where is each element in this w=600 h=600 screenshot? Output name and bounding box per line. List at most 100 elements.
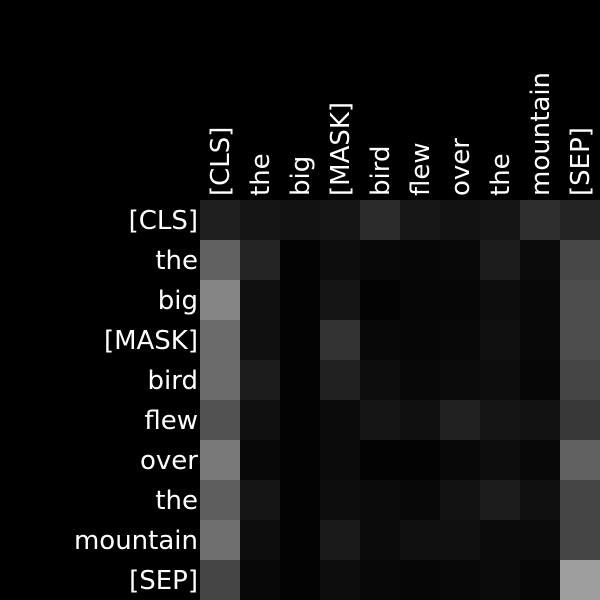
heatmap-cell-r4-c2 bbox=[280, 360, 320, 400]
heatmap-cell-r5-c8 bbox=[520, 400, 560, 440]
heatmap-cell-r7-c7 bbox=[480, 480, 520, 520]
y-axis-label-7: the bbox=[155, 486, 198, 516]
heatmap-cell-r1-c4 bbox=[360, 240, 400, 280]
x-axis-label-9: [SEP] bbox=[566, 127, 596, 196]
heatmap-cell-r4-c5 bbox=[400, 360, 440, 400]
heatmap-cell-r9-c9 bbox=[560, 560, 600, 600]
heatmap-cell-r7-c9 bbox=[560, 480, 600, 520]
heatmap-cell-r7-c4 bbox=[360, 480, 400, 520]
heatmap-cell-r2-c2 bbox=[280, 280, 320, 320]
x-axis-label-2: big bbox=[286, 156, 316, 196]
heatmap-cell-r4-c9 bbox=[560, 360, 600, 400]
heatmap-cell-r0-c1 bbox=[240, 200, 280, 240]
y-axis-label-6: over bbox=[140, 446, 198, 476]
heatmap-cell-r0-c4 bbox=[360, 200, 400, 240]
heatmap-cell-r5-c4 bbox=[360, 400, 400, 440]
heatmap-cell-r9-c5 bbox=[400, 560, 440, 600]
heatmap-cell-r0-c2 bbox=[280, 200, 320, 240]
heatmap-cell-r7-c8 bbox=[520, 480, 560, 520]
heatmap-cell-r3-c5 bbox=[400, 320, 440, 360]
heatmap-cell-r0-c0 bbox=[200, 200, 240, 240]
heatmap-cell-r3-c0 bbox=[200, 320, 240, 360]
heatmap-cells bbox=[200, 200, 600, 600]
x-axis-label-8: mountain bbox=[526, 72, 556, 196]
heatmap-cell-r0-c7 bbox=[480, 200, 520, 240]
heatmap-cell-r7-c0 bbox=[200, 480, 240, 520]
heatmap-cell-r3-c7 bbox=[480, 320, 520, 360]
heatmap-cell-r4-c0 bbox=[200, 360, 240, 400]
heatmap-cell-r3-c3 bbox=[320, 320, 360, 360]
heatmap-cell-r6-c7 bbox=[480, 440, 520, 480]
x-axis-label-0: [CLS] bbox=[206, 127, 236, 196]
heatmap-cell-r0-c3 bbox=[320, 200, 360, 240]
heatmap-cell-r5-c0 bbox=[200, 400, 240, 440]
heatmap-cell-r5-c9 bbox=[560, 400, 600, 440]
y-axis-label-1: the bbox=[155, 246, 198, 276]
heatmap-cell-r7-c1 bbox=[240, 480, 280, 520]
heatmap-cell-r9-c6 bbox=[440, 560, 480, 600]
heatmap-cell-r1-c0 bbox=[200, 240, 240, 280]
heatmap-cell-r6-c8 bbox=[520, 440, 560, 480]
heatmap-cell-r1-c3 bbox=[320, 240, 360, 280]
y-axis-label-4: bird bbox=[148, 366, 198, 396]
heatmap-cell-r3-c2 bbox=[280, 320, 320, 360]
heatmap-cell-r8-c3 bbox=[320, 520, 360, 560]
heatmap-cell-r6-c1 bbox=[240, 440, 280, 480]
heatmap-cell-r8-c2 bbox=[280, 520, 320, 560]
heatmap-cell-r6-c2 bbox=[280, 440, 320, 480]
heatmap-cell-r8-c4 bbox=[360, 520, 400, 560]
heatmap-cell-r3-c4 bbox=[360, 320, 400, 360]
heatmap-cell-r6-c3 bbox=[320, 440, 360, 480]
x-axis-label-1: the bbox=[246, 153, 276, 196]
heatmap-cell-r3-c1 bbox=[240, 320, 280, 360]
heatmap-cell-r3-c6 bbox=[440, 320, 480, 360]
heatmap-cell-r1-c7 bbox=[480, 240, 520, 280]
heatmap-cell-r3-c8 bbox=[520, 320, 560, 360]
heatmap-cell-r4-c8 bbox=[520, 360, 560, 400]
y-axis-label-9: [SEP] bbox=[129, 566, 198, 596]
heatmap-cell-r7-c6 bbox=[440, 480, 480, 520]
heatmap-cell-r9-c7 bbox=[480, 560, 520, 600]
heatmap-cell-r2-c7 bbox=[480, 280, 520, 320]
heatmap-cell-r1-c6 bbox=[440, 240, 480, 280]
heatmap-cell-r0-c5 bbox=[400, 200, 440, 240]
heatmap-cell-r4-c7 bbox=[480, 360, 520, 400]
heatmap-cell-r1-c9 bbox=[560, 240, 600, 280]
heatmap-cell-r5-c7 bbox=[480, 400, 520, 440]
heatmap-cell-r2-c6 bbox=[440, 280, 480, 320]
x-axis-label-5: flew bbox=[406, 142, 436, 196]
heatmap-cell-r6-c6 bbox=[440, 440, 480, 480]
x-axis-label-4: bird bbox=[366, 146, 396, 196]
heatmap-cell-r9-c8 bbox=[520, 560, 560, 600]
x-axis-label-3: [MASK] bbox=[326, 102, 356, 196]
x-axis-label-6: over bbox=[446, 138, 476, 196]
heatmap-cell-r1-c5 bbox=[400, 240, 440, 280]
heatmap-cell-r6-c4 bbox=[360, 440, 400, 480]
y-axis-label-5: flew bbox=[144, 406, 198, 436]
heatmap-cell-r5-c6 bbox=[440, 400, 480, 440]
heatmap-cell-r7-c2 bbox=[280, 480, 320, 520]
heatmap-cell-r4-c3 bbox=[320, 360, 360, 400]
heatmap-cell-r8-c6 bbox=[440, 520, 480, 560]
heatmap-cell-r2-c5 bbox=[400, 280, 440, 320]
heatmap-cell-r9-c0 bbox=[200, 560, 240, 600]
heatmap-cell-r6-c0 bbox=[200, 440, 240, 480]
heatmap-cell-r0-c8 bbox=[520, 200, 560, 240]
x-axis-label-7: the bbox=[486, 153, 516, 196]
heatmap-cell-r8-c5 bbox=[400, 520, 440, 560]
y-axis-label-2: big bbox=[158, 286, 198, 316]
heatmap-cell-r9-c1 bbox=[240, 560, 280, 600]
y-axis-label-0: [CLS] bbox=[129, 206, 198, 236]
heatmap-cell-r6-c9 bbox=[560, 440, 600, 480]
heatmap-cell-r7-c5 bbox=[400, 480, 440, 520]
heatmap-cell-r8-c9 bbox=[560, 520, 600, 560]
heatmap-cell-r2-c8 bbox=[520, 280, 560, 320]
heatmap-cell-r1-c1 bbox=[240, 240, 280, 280]
y-axis-token-labels: [CLS] the big [MASK] bird flew over the mountain… bbox=[74, 206, 198, 596]
heatmap-cell-r1-c2 bbox=[280, 240, 320, 280]
heatmap-cell-r5-c5 bbox=[400, 400, 440, 440]
y-axis-label-3: [MASK] bbox=[104, 326, 198, 356]
heatmap-cell-r3-c9 bbox=[560, 320, 600, 360]
heatmap-cell-r2-c1 bbox=[240, 280, 280, 320]
